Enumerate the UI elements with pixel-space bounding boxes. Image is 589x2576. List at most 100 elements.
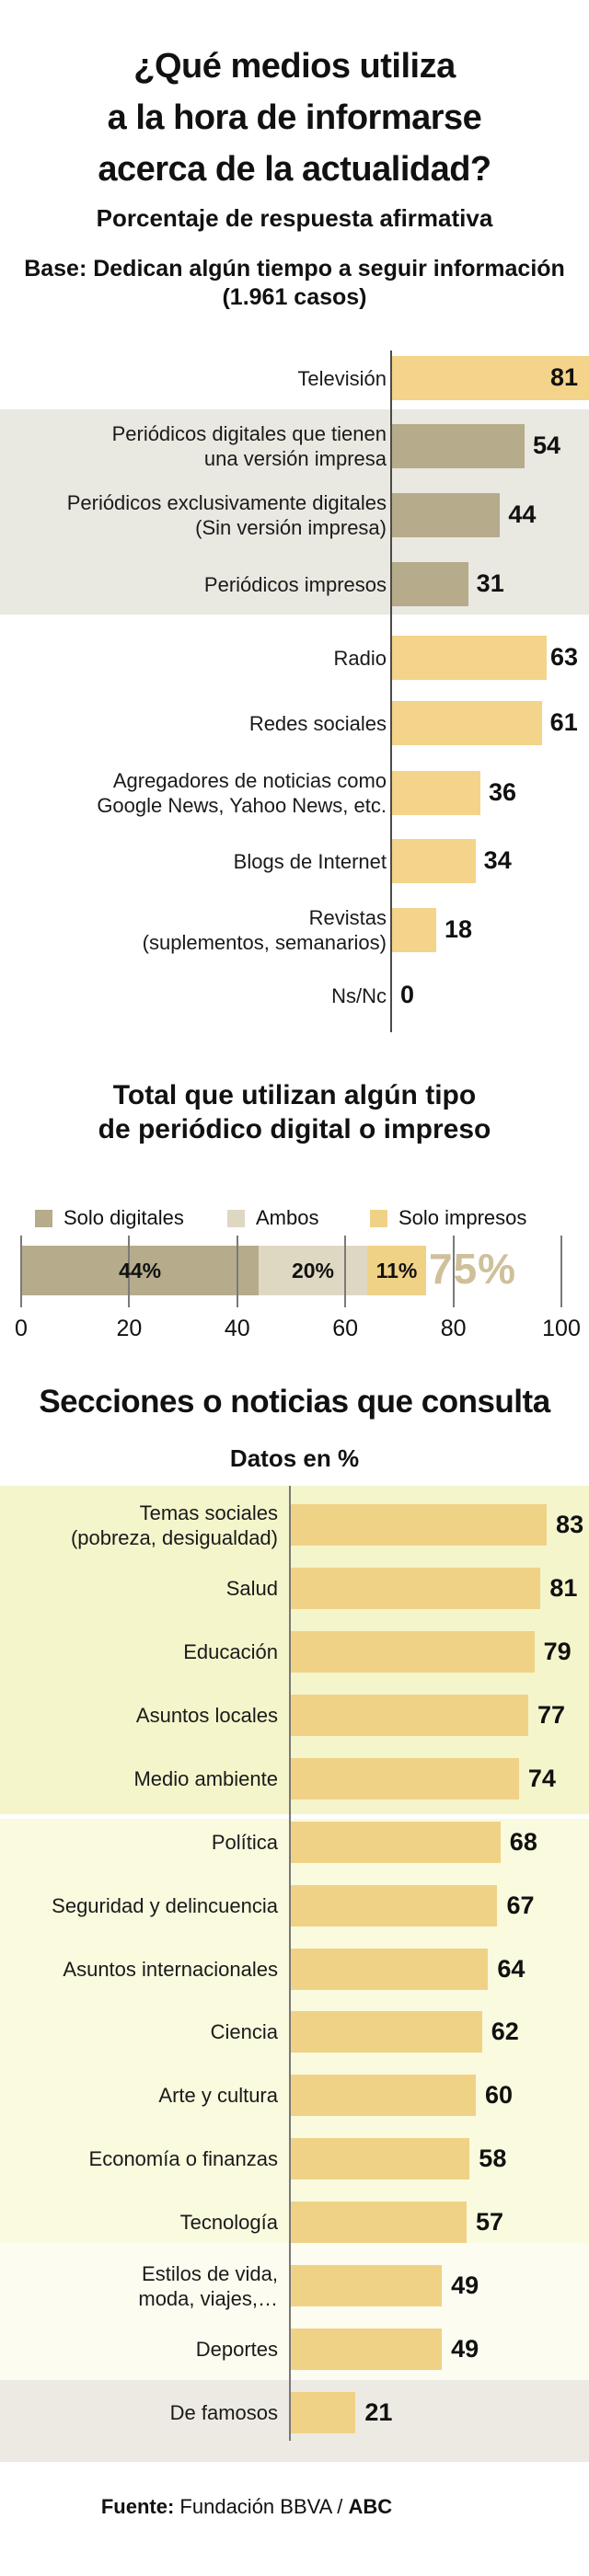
section-bar xyxy=(291,1695,528,1736)
chart1-axis-line xyxy=(390,351,392,1032)
section-value-label: 79 xyxy=(543,1638,572,1665)
x-tick-label: 40 xyxy=(224,1316,250,1341)
x-gridline xyxy=(128,1236,131,1307)
bar-row-label-line: Blogs de Internet xyxy=(233,849,387,873)
section-value-label: 49 xyxy=(451,2271,479,2299)
bar-row-label: Redes sociales xyxy=(0,701,387,745)
base-note: Base: Dedican algún tiempo a seguir info… xyxy=(0,255,589,312)
bar-yellow xyxy=(392,908,436,952)
bar-row-label: Blogs de Internet xyxy=(0,839,387,883)
bar-row-label-line: Televisión xyxy=(297,366,387,390)
x-gridline xyxy=(452,1236,455,1307)
section-row-label-line: Temas sociales xyxy=(139,1501,278,1524)
bar-value-label: 36 xyxy=(489,778,517,806)
section-row-label: Deportes xyxy=(0,2329,278,2370)
section-row-label-line: Tecnología xyxy=(179,2211,278,2234)
stacked-segment-yellow xyxy=(366,1246,427,1295)
bar-khaki xyxy=(392,562,468,606)
section-bar xyxy=(291,1504,548,1546)
section-row-label-line: Estilos de vida, xyxy=(142,2261,278,2285)
section-row-label-line: Asuntos locales xyxy=(135,1704,278,1727)
x-tick-label: 100 xyxy=(542,1316,581,1341)
section-row-label-line: Educación xyxy=(183,1640,278,1663)
solo-digitales-label: Solo digitales xyxy=(64,1206,184,1229)
bar-row-label-line: Periódicos impresos xyxy=(203,572,387,596)
bar-yellow xyxy=(392,701,542,745)
section-bar xyxy=(291,2329,443,2370)
bar-row-label: Revistas (suplementos, semanarios) xyxy=(0,906,387,954)
stacked-segment-label: 20% xyxy=(291,1259,334,1282)
section-bar xyxy=(291,1631,535,1673)
section-row-label-line: (pobreza, desigualdad) xyxy=(70,1525,278,1549)
bar-yellow xyxy=(392,839,476,883)
section-row-label: Seguridad y delincuencia xyxy=(0,1885,278,1926)
bar-row-label-line: (Sin versión impresa) xyxy=(195,516,387,539)
section-row-label: Salud xyxy=(0,1568,278,1609)
bar-row-label: Televisión xyxy=(0,356,387,400)
section-row-label-line: Economía o finanzas xyxy=(88,2147,278,2170)
legend-item-ambos: Ambos xyxy=(227,1206,318,1230)
bar-yellow xyxy=(392,356,589,400)
section-row-label: Asuntos locales xyxy=(0,1695,278,1736)
section-row-label-line: moda, viajes,… xyxy=(138,2286,278,2310)
section-row-label-line: Medio ambiente xyxy=(133,1767,278,1790)
stacked-chart-title: Total que utilizan algún tipo de periódi… xyxy=(0,1078,589,1146)
section-row-label-line: Arte y cultura xyxy=(158,2084,278,2107)
bar-row-label-line: Revistas xyxy=(308,906,387,929)
stacked-segment-label: 11% xyxy=(375,1259,418,1282)
section-row-label-line: Asuntos internacionales xyxy=(63,1958,278,1981)
bar-value-label: 61 xyxy=(549,708,578,736)
section-value-label: 57 xyxy=(475,2208,503,2236)
bar-row-label: Radio xyxy=(0,636,387,680)
x-tick-label: 60 xyxy=(332,1316,359,1341)
section-bar xyxy=(291,1822,501,1863)
section-bar xyxy=(291,2202,467,2243)
section-value-label: 68 xyxy=(509,1828,537,1856)
ambos-label: Ambos xyxy=(256,1206,319,1229)
stacked-segment-label: 44% xyxy=(119,1259,162,1282)
section-bar xyxy=(291,1885,498,1926)
source-note: Fuente: Fundación BBVA / ABC xyxy=(0,2495,493,2519)
section-row-label-line: Ciencia xyxy=(210,2020,278,2043)
ambos-swatch xyxy=(227,1209,245,1227)
section-row-label: Asuntos internacionales xyxy=(0,1949,278,1990)
section-value-label: 67 xyxy=(506,1892,535,1919)
solo-impresos-swatch xyxy=(370,1209,387,1227)
bar-row-label-line: Redes sociales xyxy=(248,711,387,735)
bar-row-label-line: (suplementos, semanarios) xyxy=(142,931,387,954)
bar-row-label-line: una versión impresa xyxy=(203,447,387,470)
section-row-label-line: Seguridad y delincuencia xyxy=(52,1894,278,1917)
base-note-line2: (1.961 casos) xyxy=(222,284,367,310)
section-row-label-line: De famosos xyxy=(169,2401,278,2424)
bar-khaki xyxy=(392,493,501,537)
stacked-segment-khaki xyxy=(21,1246,260,1295)
section-bar xyxy=(291,2138,470,2179)
section-row-label-line: Deportes xyxy=(195,2338,278,2361)
section-value-label: 21 xyxy=(364,2398,393,2426)
bar-row-label: Periódicos digitales que tienen una versi… xyxy=(0,422,387,470)
section-value-label: 64 xyxy=(497,1955,525,1983)
section-row-label: Estilos de vida, moda, viajes,… xyxy=(0,2262,278,2310)
section-value-label: 81 xyxy=(549,1574,578,1602)
bar-value-label: 31 xyxy=(476,569,504,597)
sections-chart-title: Secciones o noticias que consulta xyxy=(39,1384,550,1420)
section-bar xyxy=(291,1568,541,1609)
page-title-line2: a la hora de informarse xyxy=(107,98,482,137)
section-value-label: 58 xyxy=(479,2145,507,2172)
section-row-label: Política xyxy=(0,1822,278,1863)
bar-value-label: 34 xyxy=(483,846,512,874)
sections-chart-subtitle: Datos en % xyxy=(229,1444,360,1472)
section-row-label: Educación xyxy=(0,1631,278,1673)
bar-value-label: 54 xyxy=(533,431,561,459)
x-gridline xyxy=(236,1236,238,1307)
bar-row-label-line: Radio xyxy=(333,646,387,670)
source-separator: / xyxy=(337,2495,349,2518)
section-bar xyxy=(291,2392,356,2433)
bar-row-label: Agregadores de noticias como Google News,… xyxy=(0,769,387,817)
section-row-label-line: Política xyxy=(211,1831,278,1854)
section-bar xyxy=(291,2075,476,2116)
section-value-label: 60 xyxy=(485,2081,514,2109)
section-value-label: 49 xyxy=(451,2335,479,2363)
bar-khaki xyxy=(392,424,525,468)
